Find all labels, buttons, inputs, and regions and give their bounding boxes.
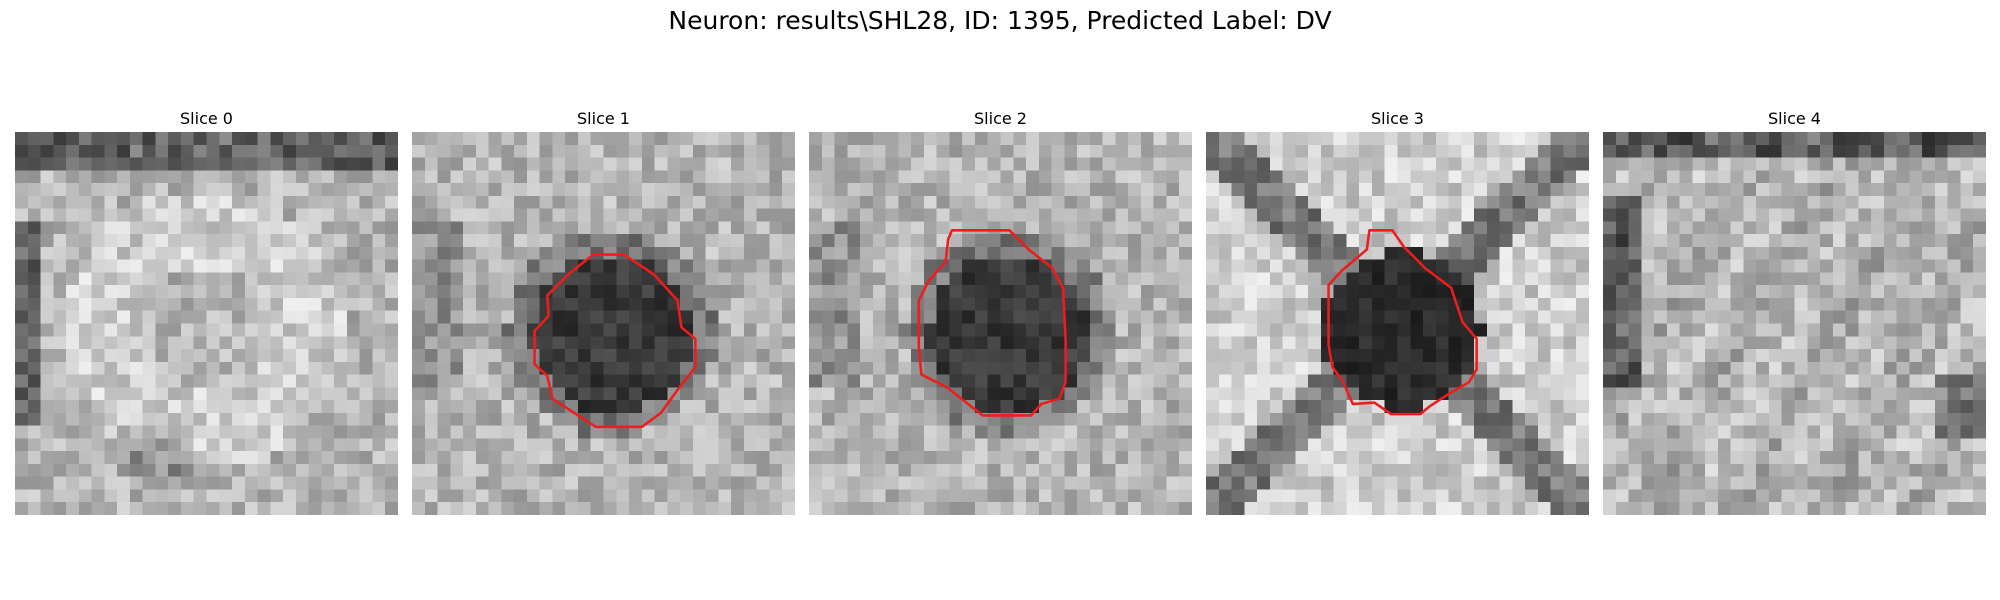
- panel-slice-3: Slice 3: [1206, 110, 1589, 515]
- roi-contour: [917, 229, 1067, 417]
- slice-image: [1206, 132, 1589, 515]
- panel-slice-1: Slice 1: [412, 110, 795, 515]
- panel-title: Slice 0: [180, 109, 233, 128]
- pixel-grid: [809, 132, 1192, 515]
- panel-title: Slice 3: [1371, 109, 1424, 128]
- slice-image: [809, 132, 1192, 515]
- pixel-grid: [15, 132, 398, 515]
- pixel-grid: [412, 132, 795, 515]
- roi-contour: [1327, 229, 1478, 416]
- panel-title: Slice 1: [577, 109, 630, 128]
- pixel-grid: [1603, 132, 1986, 515]
- figure-title: Neuron: results\SHL28, ID: 1395, Predict…: [668, 6, 1332, 35]
- panel-slice-0: Slice 0: [15, 110, 398, 515]
- panel-title: Slice 2: [974, 109, 1027, 128]
- panel-slice-2: Slice 2: [809, 110, 1192, 515]
- slice-image: [412, 132, 795, 515]
- slice-image: [1603, 132, 1986, 515]
- slice-image: [15, 132, 398, 515]
- panel-title: Slice 4: [1768, 109, 1821, 128]
- panel-slice-4: Slice 4: [1603, 110, 1986, 515]
- roi-contour: [533, 253, 697, 429]
- pixel-grid: [1206, 132, 1589, 515]
